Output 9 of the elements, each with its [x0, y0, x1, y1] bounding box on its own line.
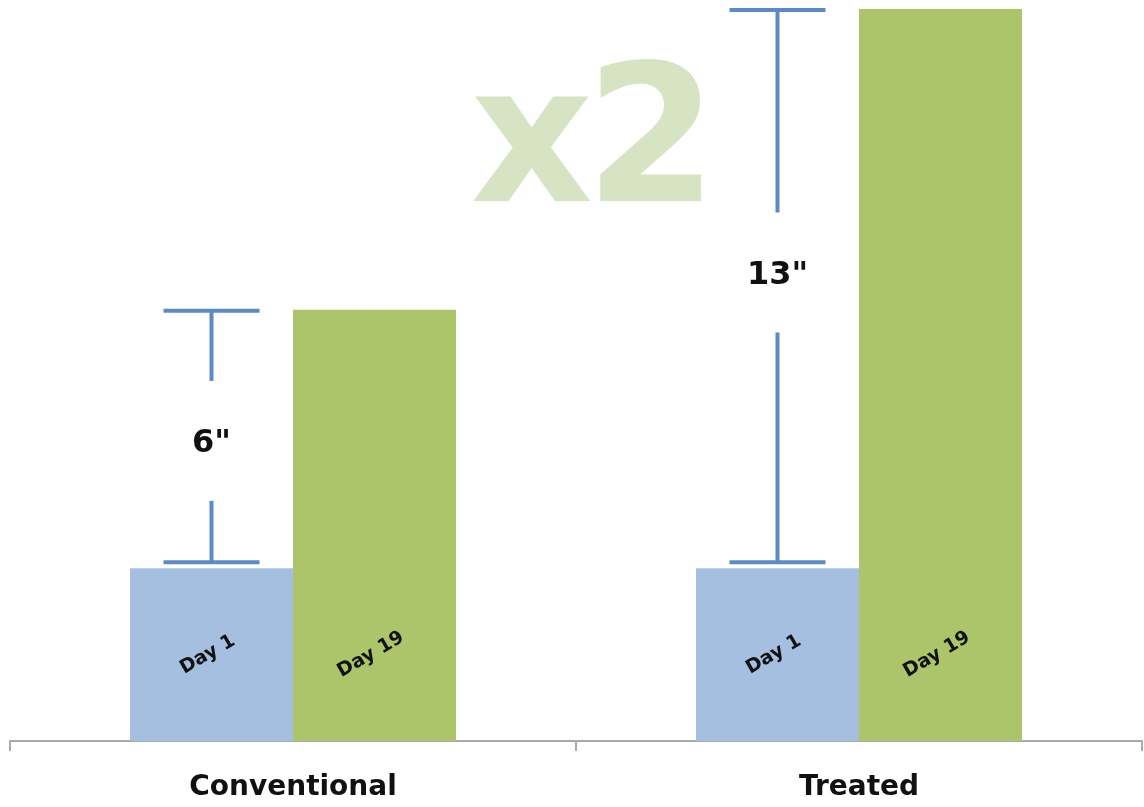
x-tick-label: Conventional [189, 768, 397, 802]
series-label: Day 1 [175, 628, 239, 678]
annotation: 6" [192, 421, 231, 460]
series-label: Day 19 [332, 624, 408, 681]
text: Day 1 [741, 628, 805, 678]
text: Day 19 [898, 624, 974, 681]
annotation: 13" [746, 253, 809, 292]
x-tick-label: Treated [798, 768, 920, 802]
annotation: x2 [470, 24, 710, 246]
